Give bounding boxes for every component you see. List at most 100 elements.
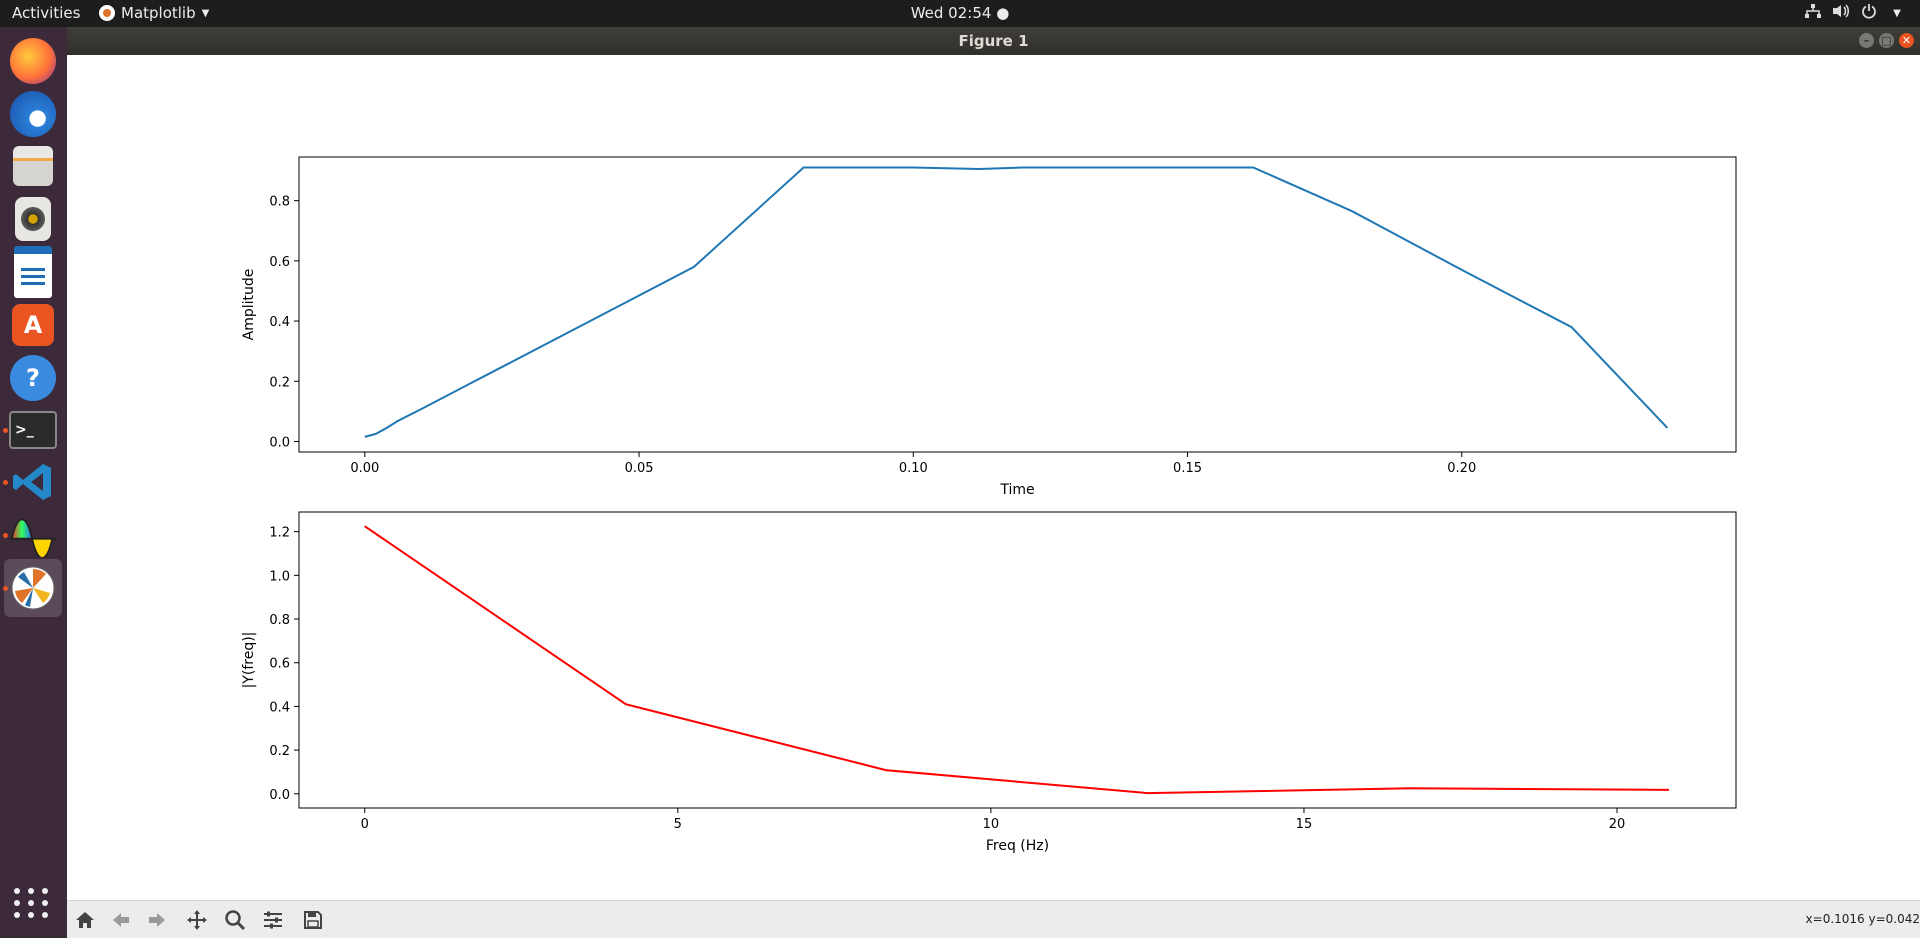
x-tick-label: 0: [361, 817, 369, 832]
axes-frame-1: [298, 156, 1737, 453]
data-point: [885, 769, 887, 771]
running-indicator: [3, 480, 8, 485]
y-tick-label: 0.8: [269, 613, 290, 628]
dock-matplotlib[interactable]: [3, 559, 62, 617]
firefox-icon: [10, 38, 56, 84]
y-tick-label: 0.8: [269, 195, 290, 210]
data-point: [1570, 326, 1572, 328]
libreoffice-writer-icon: [14, 246, 52, 298]
dock: A ? >_: [0, 27, 67, 937]
configure-subplots-icon: [264, 911, 282, 929]
dock-help[interactable]: ?: [4, 349, 62, 407]
series-line-2: [364, 525, 1670, 795]
system-tray[interactable]: ▼: [1804, 3, 1906, 23]
dock-terminal[interactable]: >_: [3, 401, 62, 459]
y-axis-label: |Y(freq)|: [241, 632, 257, 689]
x-tick-label: 0.05: [625, 461, 654, 476]
configure-subplots-button[interactable]: [259, 907, 287, 933]
y-tick-label: 0.4: [269, 700, 290, 715]
dock-writer[interactable]: [4, 243, 62, 301]
help-icon: ?: [10, 355, 56, 401]
dock-rhythmbox[interactable]: [4, 190, 62, 248]
app-menu-label: Matplotlib: [121, 4, 196, 22]
data-point: [1132, 167, 1134, 169]
power-icon[interactable]: [1860, 3, 1878, 23]
running-indicator: [3, 533, 8, 538]
dock-color-picker[interactable]: [3, 506, 62, 564]
forward-button[interactable]: [143, 907, 171, 933]
y-tick-label: 0.6: [269, 255, 290, 270]
activities-button[interactable]: Activities: [12, 4, 81, 22]
thunderbird-icon: [10, 91, 56, 137]
x-tick-label: 10: [983, 817, 1000, 832]
pan-icon: [187, 910, 207, 930]
home-button[interactable]: [71, 907, 99, 933]
data-point: [693, 266, 695, 268]
dock-vscode[interactable]: [3, 453, 62, 511]
maximize-button[interactable]: □: [1879, 33, 1894, 48]
dock-firefox[interactable]: [4, 32, 62, 90]
y-axis-label: Amplitude: [241, 269, 257, 341]
data-point: [1252, 167, 1254, 169]
data-point: [1146, 792, 1148, 794]
y-tick-label: 1.0: [269, 569, 290, 584]
save-icon: [304, 911, 322, 929]
x-tick-label: 15: [1296, 817, 1313, 832]
notification-dot-icon: ●: [996, 4, 1010, 22]
data-point: [1408, 787, 1410, 789]
x-axis-label: Time: [999, 482, 1034, 498]
data-point: [474, 380, 476, 382]
matplotlib-app-icon: [99, 5, 115, 21]
figure-canvas[interactable]: 0.00 0.05 0.10 0.15 0.20 0.0 0.2 0.4 0.6 0.8 Time A…: [67, 55, 1920, 900]
data-point: [912, 167, 914, 169]
x-tick-label: 0.20: [1447, 461, 1476, 476]
running-indicator: [3, 586, 8, 591]
x-tick-label: 0.00: [350, 461, 379, 476]
x-tick-label: 5: [674, 817, 682, 832]
window-titlebar[interactable]: Figure 1 – □ ✕: [67, 27, 1920, 55]
figure-svg: 0.00 0.05 0.10 0.15 0.200.00.20.40.60.8TimeA…: [241, 156, 1737, 854]
data-point: [386, 427, 388, 429]
clock-area: Wed 02:54 ●: [0, 4, 1920, 22]
clock[interactable]: Wed 02:54 ●: [911, 4, 1010, 22]
x-axis-label: Freq (Hz): [986, 838, 1049, 854]
dock-thunderbird[interactable]: [4, 85, 62, 143]
data-point: [364, 436, 366, 438]
home-icon: [76, 912, 94, 928]
system-menu-caret-icon: ▼: [1893, 7, 1901, 19]
pan-button[interactable]: [183, 907, 211, 933]
network-icon[interactable]: [1804, 4, 1822, 22]
dock-files[interactable]: [4, 137, 62, 195]
volume-icon[interactable]: [1832, 4, 1850, 22]
dock-software[interactable]: A: [4, 296, 62, 354]
data-point: [1666, 427, 1668, 429]
data-point: [1668, 789, 1670, 791]
color-picker-icon: [10, 512, 56, 558]
zoom-icon: [225, 910, 246, 931]
back-button[interactable]: [107, 907, 135, 933]
terminal-icon: >_: [9, 411, 57, 449]
files-icon: [13, 146, 53, 186]
zoom-button[interactable]: [221, 907, 249, 933]
show-applications-button[interactable]: [12, 883, 52, 923]
running-indicator: [3, 428, 8, 433]
data-point: [419, 409, 421, 411]
data-point: [625, 703, 627, 705]
app-menu[interactable]: Matplotlib ▼: [99, 4, 209, 22]
close-button[interactable]: ✕: [1899, 33, 1914, 48]
navigation-toolbar: x=0.1016 y=0.042: [67, 900, 1920, 938]
x-tick-label: 20: [1609, 817, 1626, 832]
data-point: [364, 525, 366, 527]
y-tick-label: 0.2: [269, 375, 290, 390]
data-point: [803, 167, 805, 169]
window-controls: – □ ✕: [1859, 33, 1914, 48]
minimize-button[interactable]: –: [1859, 33, 1874, 48]
rhythmbox-icon: [15, 197, 51, 241]
clock-label: Wed 02:54: [910, 4, 992, 22]
y-tick-label: 0.6: [269, 657, 290, 672]
x-tick-label: 0.10: [899, 461, 928, 476]
data-point: [1022, 167, 1024, 169]
save-button[interactable]: [299, 907, 327, 933]
data-point: [978, 168, 980, 170]
y-tick-label: 0.2: [269, 744, 290, 759]
